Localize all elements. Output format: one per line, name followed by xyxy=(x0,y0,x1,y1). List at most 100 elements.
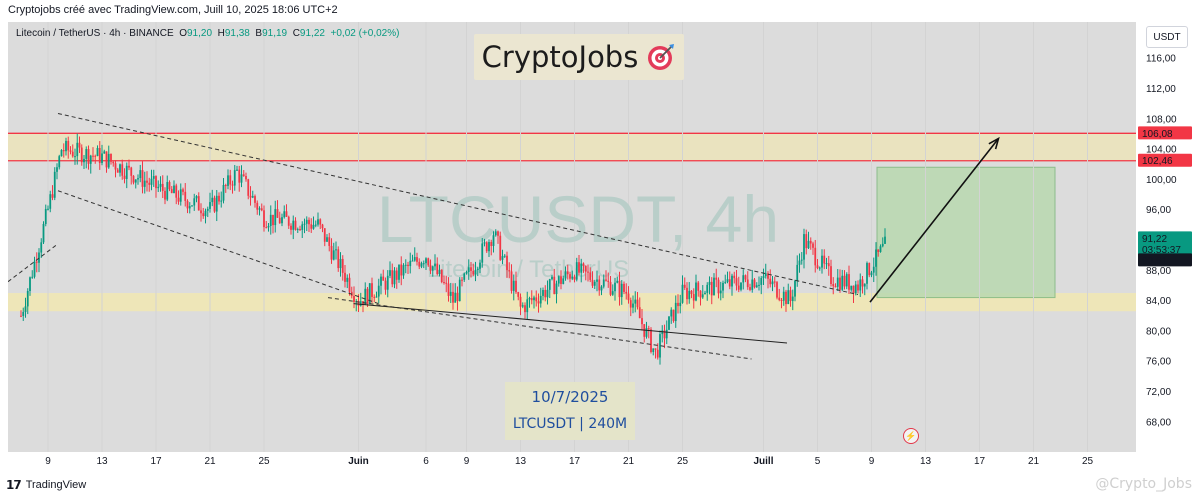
candle-body-268 xyxy=(623,283,625,292)
candle-body-269 xyxy=(625,291,628,294)
time-tick-18: 25 xyxy=(1082,456,1094,467)
candle-body-160 xyxy=(380,276,382,286)
candle-body-27 xyxy=(80,147,83,163)
candle-body-7 xyxy=(35,261,38,263)
candle-body-120 xyxy=(290,225,292,230)
time-tick-6: 6 xyxy=(423,456,429,467)
candle-body-62 xyxy=(159,183,162,187)
candle-body-6 xyxy=(33,261,36,277)
candle-body-287 xyxy=(665,329,668,339)
candle-body-336 xyxy=(776,282,778,298)
candle-body-177 xyxy=(418,261,421,267)
candle-body-302 xyxy=(699,290,702,298)
candles-layer xyxy=(20,133,886,365)
badge-resistance-lower: 102,46 xyxy=(1142,156,1173,167)
candle-body-184 xyxy=(434,263,436,267)
candle-body-154 xyxy=(366,288,369,305)
candle-body-233 xyxy=(544,289,547,298)
candle-body-93 xyxy=(229,175,232,185)
candle-body-222 xyxy=(519,296,522,307)
candle-body-186 xyxy=(438,269,441,275)
candle-body-165 xyxy=(391,270,394,285)
candle-body-130 xyxy=(312,224,315,229)
candle-body-65 xyxy=(166,182,169,200)
tradingview-logo[interactable]: 𝟭𝟳 TradingView xyxy=(6,478,86,492)
candle-body-52 xyxy=(137,178,139,180)
candle-body-318 xyxy=(735,278,738,286)
candle-body-181 xyxy=(427,258,430,266)
chart-area[interactable]: LTCUSDT, 4h Litecoin / TetherUS 116,00 11… xyxy=(8,22,1194,470)
candle-body-349 xyxy=(805,234,808,249)
candle-body-358 xyxy=(825,263,828,265)
candle-body-14 xyxy=(51,194,54,198)
candle-body-370 xyxy=(852,285,855,294)
candle-body-213 xyxy=(499,235,502,260)
candle-body-10 xyxy=(42,223,45,243)
candle-body-201 xyxy=(472,270,475,275)
high-value: 91,38 xyxy=(224,28,250,39)
candle-body-156 xyxy=(371,283,373,297)
candle-body-183 xyxy=(431,266,434,271)
candle-body-135 xyxy=(323,228,326,242)
candle-body-215 xyxy=(503,255,506,257)
price-tick-3: 104,00 xyxy=(1146,145,1177,156)
candle-body-100 xyxy=(245,176,247,180)
price-tick-8: 84,00 xyxy=(1146,296,1171,307)
candle-body-256 xyxy=(596,279,598,282)
candle-body-335 xyxy=(773,281,776,283)
currency-button[interactable]: USDT xyxy=(1146,26,1188,48)
candle-body-107 xyxy=(260,208,263,211)
candle-body-365 xyxy=(841,275,844,290)
candle-body-35 xyxy=(98,148,101,164)
candle-body-372 xyxy=(857,284,859,291)
time-tick-3: 21 xyxy=(204,456,216,467)
candle-body-308 xyxy=(713,277,715,296)
candle-body-209 xyxy=(490,242,493,246)
candle-body-307 xyxy=(710,281,713,296)
candle-body-71 xyxy=(179,189,182,202)
candle-body-164 xyxy=(389,270,391,276)
candle-body-45 xyxy=(121,164,124,176)
price-axis-layer: 116,00112,00108,00104,00100,0096,0092,00… xyxy=(1136,22,1194,452)
candle-body-60 xyxy=(155,176,157,189)
candle-body-306 xyxy=(708,281,711,285)
candle-body-261 xyxy=(607,280,610,282)
lightning-icon[interactable]: ⚡ xyxy=(903,428,919,444)
candle-body-339 xyxy=(782,291,785,301)
candle-body-312 xyxy=(722,282,724,291)
target-dart-icon xyxy=(648,44,675,70)
candle-body-324 xyxy=(749,287,751,290)
price-tick-0: 116,00 xyxy=(1146,54,1176,65)
candle-body-171 xyxy=(404,264,407,266)
symbol-legend[interactable]: Litecoin / TetherUS · 4h · BINANCE O91,2… xyxy=(16,28,399,39)
candle-body-376 xyxy=(866,263,868,284)
candle-body-208 xyxy=(488,242,490,252)
candle-body-19 xyxy=(62,150,65,152)
candle-body-235 xyxy=(548,279,551,290)
candle-body-96 xyxy=(236,169,238,171)
candle-body-234 xyxy=(546,289,549,298)
candle-body-378 xyxy=(870,272,873,276)
candle-body-55 xyxy=(143,180,146,187)
candle-body-67 xyxy=(170,189,173,194)
chart-svg[interactable]: LTCUSDT, 4h Litecoin / TetherUS 116,00 11… xyxy=(8,22,1194,470)
candle-body-301 xyxy=(697,282,700,291)
candle-body-315 xyxy=(728,279,731,287)
badge-prev-price-bg xyxy=(1138,253,1192,267)
candle-body-18 xyxy=(60,150,63,157)
candle-body-321 xyxy=(742,275,745,283)
candle-body-353 xyxy=(814,247,817,266)
candle-body-303 xyxy=(701,294,704,298)
candle-body-212 xyxy=(497,231,499,236)
candle-body-167 xyxy=(395,270,398,280)
candle-body-299 xyxy=(692,294,695,301)
time-tick-17: 21 xyxy=(1028,456,1040,467)
candle-body-168 xyxy=(398,264,400,280)
candle-body-368 xyxy=(848,274,850,290)
candle-body-293 xyxy=(679,302,682,307)
candle-body-176 xyxy=(416,257,418,262)
candle-body-86 xyxy=(213,197,216,212)
candle-body-132 xyxy=(317,219,319,225)
candle-body-84 xyxy=(209,202,211,209)
price-tick-5: 96,00 xyxy=(1146,205,1171,216)
